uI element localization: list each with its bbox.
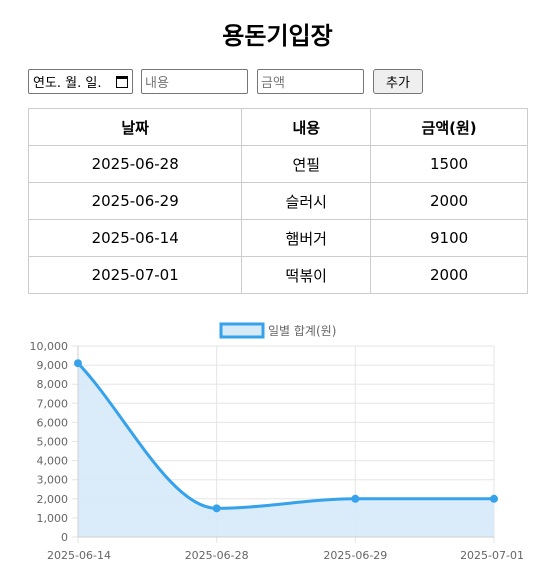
amount-input[interactable]: 금액	[257, 69, 364, 94]
y-tick-label: 8,000	[37, 378, 69, 391]
expense-table: 날짜 내용 금액(원) 2025-06-28 연필 1500 2025-06-2…	[27, 108, 528, 294]
header-description: 내용	[241, 108, 372, 146]
description-placeholder: 내용	[145, 76, 169, 91]
y-tick-label: 0	[61, 531, 68, 544]
y-tick-label: 1,000	[37, 512, 69, 525]
cell-description: 떡볶이	[241, 256, 372, 294]
y-tick-label: 5,000	[37, 436, 69, 449]
table-row: 2025-06-29 슬러시 2000	[27, 182, 528, 220]
cell-description: 슬러시	[241, 182, 372, 220]
header-amount: 금액(원)	[370, 108, 528, 146]
x-tick-label: 2025-06-29	[323, 549, 387, 562]
date-input[interactable]: 연도. 월. 일.	[28, 69, 133, 94]
series-area	[78, 363, 494, 537]
y-tick-label: 6,000	[37, 416, 69, 429]
y-tick-label: 7,000	[37, 397, 69, 410]
table-header-row: 날짜 내용 금액(원)	[27, 108, 528, 146]
amount-placeholder: 금액	[261, 76, 285, 91]
calendar-icon[interactable]	[116, 75, 128, 88]
x-tick-label: 2025-06-14	[47, 549, 111, 562]
cell-amount: 2000	[370, 182, 528, 220]
cell-amount: 2000	[370, 256, 528, 294]
cell-amount: 9100	[370, 219, 528, 257]
y-tick-label: 4,000	[37, 455, 69, 468]
description-input[interactable]: 내용	[141, 69, 248, 94]
data-point[interactable]	[490, 494, 498, 503]
y-tick-label: 10,000	[30, 340, 69, 353]
cell-date: 2025-06-14	[27, 219, 243, 257]
x-tick-label: 2025-07-01	[460, 549, 524, 562]
date-placeholder: 연도. 월. 일.	[33, 76, 102, 91]
legend-label: 일별 합계(원)	[268, 324, 336, 338]
cell-date: 2025-06-28	[27, 145, 243, 183]
table-row: 2025-06-28 연필 1500	[27, 145, 528, 183]
y-tick-label: 2,000	[37, 493, 69, 506]
cell-description: 연필	[241, 145, 372, 183]
x-tick-label: 2025-06-28	[185, 549, 249, 562]
cell-amount: 1500	[370, 145, 528, 183]
legend-swatch	[219, 322, 265, 339]
data-point[interactable]	[74, 359, 82, 368]
data-point[interactable]	[212, 504, 221, 513]
y-tick-label: 9,000	[37, 359, 69, 372]
data-point[interactable]	[351, 494, 360, 503]
cell-date: 2025-06-29	[27, 182, 243, 220]
table-row: 2025-07-01 떡볶이 2000	[27, 256, 528, 294]
page-title: 용돈기입장	[222, 22, 333, 50]
y-tick-label: 3,000	[37, 474, 69, 487]
cell-date: 2025-07-01	[27, 256, 243, 294]
cell-description: 햄버거	[241, 219, 372, 257]
table-row: 2025-06-14 햄버거 9100	[27, 219, 528, 257]
daily-total-chart: 0 1,000 2,000 3,000 4,000 5,000 6,000 7,000 8,00…	[30, 322, 524, 562]
add-button[interactable]: 추가	[373, 69, 423, 94]
header-date: 날짜	[27, 108, 243, 146]
series-line	[76, 362, 494, 510]
